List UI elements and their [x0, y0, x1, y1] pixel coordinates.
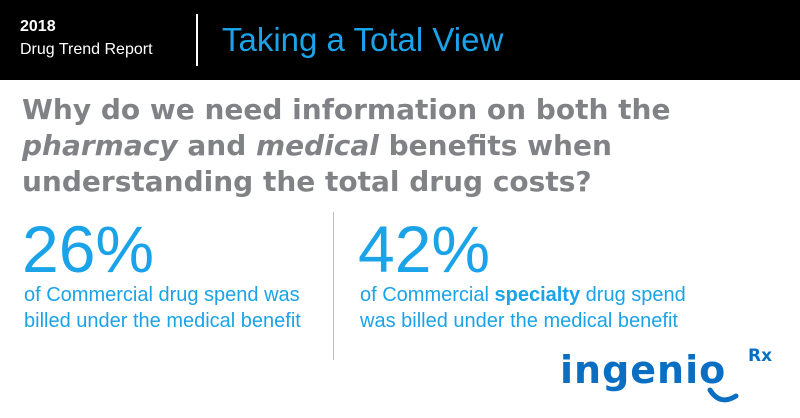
- question-heading: Why do we need information on both the ph…: [22, 92, 782, 200]
- stat-2-line-1-post: drug spend: [585, 284, 686, 306]
- logo-swoosh-icon: [707, 387, 739, 403]
- stat-2-specialty: specialty: [494, 284, 581, 306]
- header-banner: 2018 Drug Trend Report Taking a Total Vi…: [0, 0, 800, 80]
- stat-1-line-2: billed under the medical benefit: [24, 310, 301, 332]
- stat-2-line-2: was billed under the medical benefit: [360, 310, 678, 332]
- stat-1-value: 26%: [22, 212, 155, 286]
- question-line-2-rest: benefits when: [388, 129, 612, 162]
- stat-2-line-1-pre: of Commercial: [360, 284, 489, 306]
- header-divider: [196, 14, 198, 66]
- stat-divider: [333, 212, 334, 360]
- stat-2-text: of Commercial specialty drug spend was bi…: [360, 282, 686, 334]
- stat-1-text: of Commercial drug spend was billed under…: [24, 282, 301, 334]
- question-line-3: understanding the total drug costs?: [22, 165, 592, 198]
- report-year: 2018: [20, 18, 56, 35]
- ingeniorx-logo: ingenio Rx: [560, 344, 782, 408]
- question-pharmacy: pharmacy: [22, 129, 178, 162]
- question-medical: medical: [255, 129, 379, 162]
- report-name: Drug Trend Report: [20, 41, 153, 58]
- question-and: and: [187, 129, 247, 162]
- logo-rx-suffix: Rx: [748, 346, 773, 366]
- stat-2-value: 42%: [358, 212, 491, 286]
- question-line-1: Why do we need information on both the: [22, 93, 671, 126]
- stat-1-line-1: of Commercial drug spend was: [24, 284, 300, 306]
- page-title: Taking a Total View: [222, 21, 504, 58]
- logo-wordmark: ingenio: [560, 348, 727, 392]
